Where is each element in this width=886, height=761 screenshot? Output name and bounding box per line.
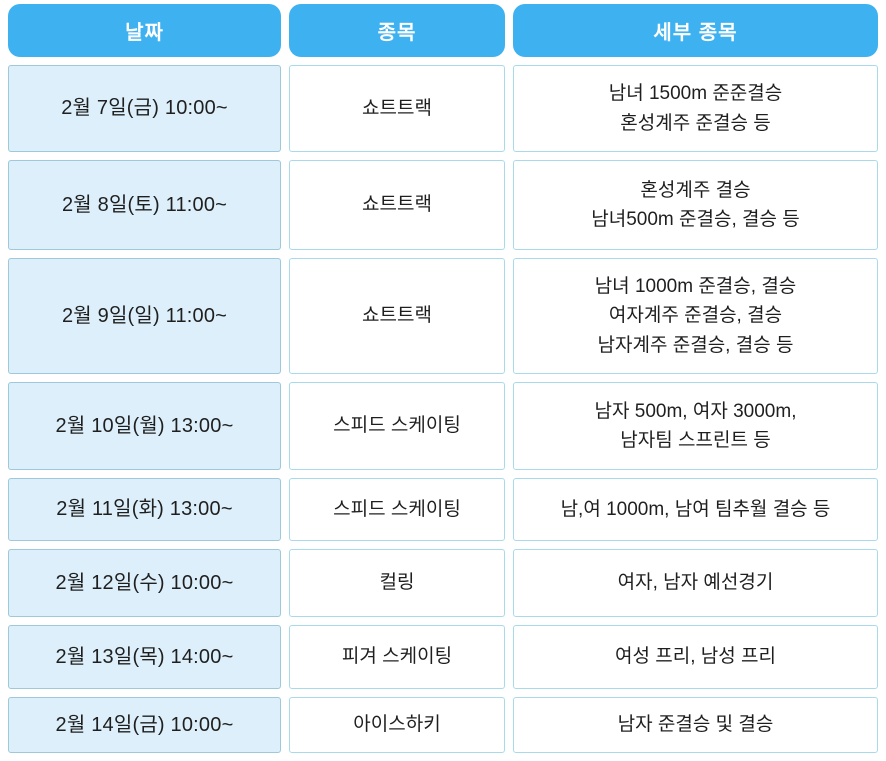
column-header-date: 날짜 (8, 4, 281, 57)
sport-cell-row3: 쇼트트랙 (289, 258, 505, 374)
details-cell-row4: 남자 500m, 여자 3000m, 남자팀 스프린트 등 (513, 382, 878, 470)
sport-cell-row8: 아이스하키 (289, 697, 505, 753)
details-cell-row1: 남녀 1500m 준준결승 혼성계주 준결승 등 (513, 65, 878, 152)
date-cell-row5: 2월 11일(화) 13:00~ (8, 478, 281, 541)
sport-cell-row6: 컬링 (289, 549, 505, 617)
sport-cell-row4: 스피드 스케이팅 (289, 382, 505, 470)
date-cell-row8: 2월 14일(금) 10:00~ (8, 697, 281, 753)
details-cell-row3: 남녀 1000m 준결승, 결승 여자계주 준결승, 결승 남자계주 준결승, … (513, 258, 878, 374)
date-cell-row6: 2월 12일(수) 10:00~ (8, 549, 281, 617)
details-cell-row6: 여자, 남자 예선경기 (513, 549, 878, 617)
date-cell-row4: 2월 10일(월) 13:00~ (8, 382, 281, 470)
details-cell-row8: 남자 준결승 및 결승 (513, 697, 878, 753)
details-cell-row2: 혼성계주 결승 남녀500m 준결승, 결승 등 (513, 160, 878, 250)
sport-cell-row7: 피겨 스케이팅 (289, 625, 505, 689)
event-schedule-table: 날짜 종목 세부 종목 2월 7일(금) 10:00~ 쇼트트랙 남녀 1500… (8, 4, 878, 753)
details-cell-row5: 남,여 1000m, 남여 팀추월 결승 등 (513, 478, 878, 541)
column-header-details: 세부 종목 (513, 4, 878, 57)
date-cell-row1: 2월 7일(금) 10:00~ (8, 65, 281, 152)
sport-cell-row2: 쇼트트랙 (289, 160, 505, 250)
column-header-sport: 종목 (289, 4, 505, 57)
date-cell-row2: 2월 8일(토) 11:00~ (8, 160, 281, 250)
sport-cell-row5: 스피드 스케이팅 (289, 478, 505, 541)
details-cell-row7: 여성 프리, 남성 프리 (513, 625, 878, 689)
date-cell-row3: 2월 9일(일) 11:00~ (8, 258, 281, 374)
sport-cell-row1: 쇼트트랙 (289, 65, 505, 152)
date-cell-row7: 2월 13일(목) 14:00~ (8, 625, 281, 689)
